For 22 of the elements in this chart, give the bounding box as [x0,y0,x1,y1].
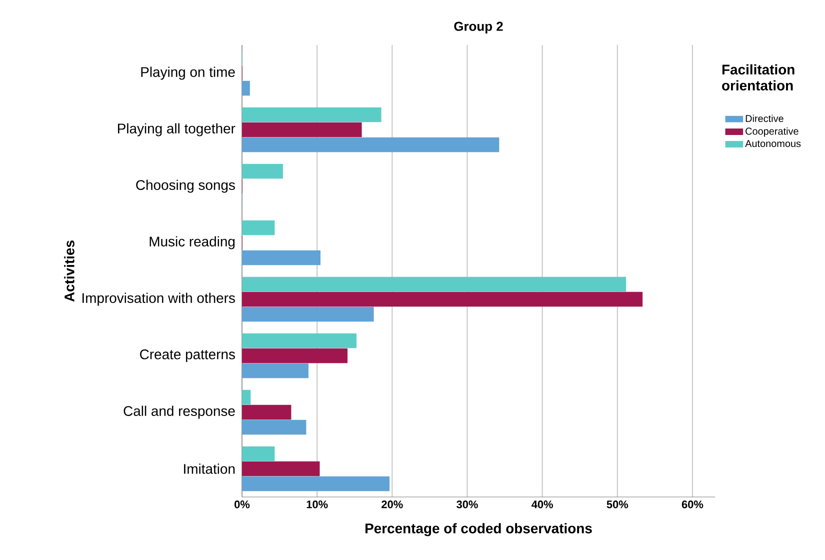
x-tick-label: 0% [234,500,250,508]
legend-title: Facilitation orientation [722,64,794,90]
y-axis-title: Activities [64,240,74,302]
y-tick-label: Imitation [184,464,235,474]
y-tick-label: Create patterns [140,349,235,362]
x-tick-label: 20% [382,500,403,508]
x-tick-label: 60% [682,500,704,508]
legend-label: Cooperative [746,127,798,137]
legend-label: Autonomous [745,140,801,148]
x-tick-label: 30% [456,500,478,508]
legend-label: Directive [746,114,784,122]
y-tick-label: Playing all together [118,123,236,136]
y-tick-label: Call and response [124,406,235,419]
chart-title: Group 2 [454,22,503,34]
y-tick-label: Choosing songs [136,180,235,193]
x-tick-label: 40% [532,500,553,508]
y-tick-label: Improvisation with others [82,292,235,306]
x-axis-title: Percentage of coded observations [366,523,592,536]
x-tick-label: 50% [606,500,628,508]
y-tick-label: Music reading [150,236,235,250]
y-tick-label: Playing on time [141,66,235,80]
x-tick-label: 10% [306,500,328,508]
